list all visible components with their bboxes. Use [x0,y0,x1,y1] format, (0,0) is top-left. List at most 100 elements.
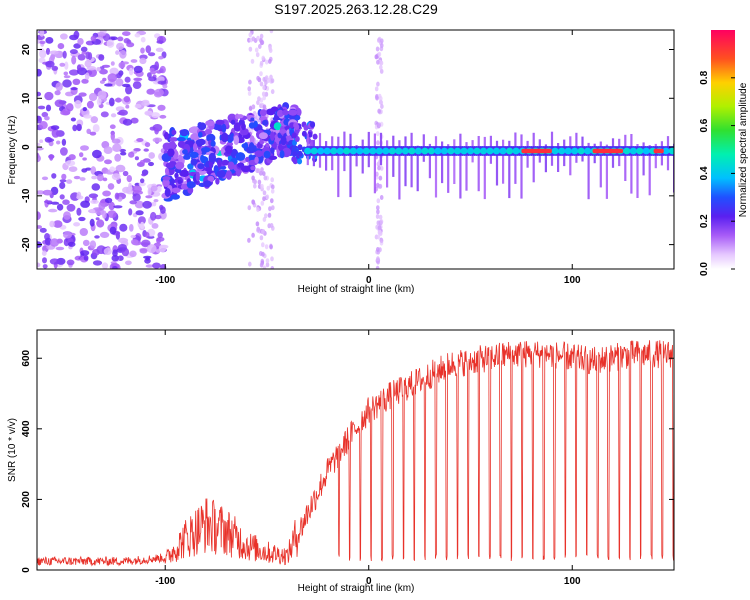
spectrogram-noise-blob [377,225,382,231]
spectrogram-noise-blob [377,165,381,171]
spectrogram-noise-blob [109,166,116,173]
spectrogram-tone-blob [382,147,390,155]
spectrogram-signal-blob [258,132,268,140]
spectrogram-noise-blob [130,234,136,239]
spectrogram-noise-blob [138,181,146,187]
spectrogram-signal-blob [227,161,235,170]
spectrogram-noise-blob [257,179,262,185]
spectrogram-noise-blob [134,103,142,109]
spectrogram-signal-blob [288,115,296,120]
spectrogram-noise-blob [77,38,84,45]
spectrogram-noise-blob [82,107,88,112]
spectrogram-noise-blob [377,229,382,235]
spectrogram-signal-blob [312,133,318,140]
spectrogram-streak [599,141,602,188]
spectrogram-noise-blob [260,183,264,189]
spectrogram-tone-blob [551,147,559,155]
spectrogram-noise-blob [140,178,145,184]
spectrogram-noise-blob [96,98,102,106]
spectrogram-noise-blob [108,201,115,211]
spectrogram-streak [453,139,456,184]
spectrogram-noise-blob [270,266,275,269]
spectrogram-noise-blob [378,99,383,105]
spectrogram-noise-blob [60,110,71,116]
spectrogram-tone-blob [375,147,383,155]
spectrogram-noise-blob [152,137,163,143]
spectrogram-noise-blob [136,138,144,142]
spectrogram-noise-blob [73,43,81,49]
spectrogram-noise-blob [59,181,66,190]
spectrogram-signal-blob [249,135,255,144]
spectrogram-noise-blob [146,244,157,254]
spectrogram-noise-blob [41,176,49,181]
spectrogram-noise-blob [270,78,275,84]
spectrogram-noise-blob [111,255,120,262]
spectrogram-signal-blob [297,150,303,157]
spectrogram-noise-blob [139,57,147,65]
spectrogram-signal-blob [294,124,300,130]
spectrogram-tone-blob [571,147,579,155]
spectrogram-noise-blob [133,77,143,82]
snr-series-line [37,340,674,567]
spectrogram-tone-blob [427,147,435,155]
spectrogram-noise-blob [150,211,157,221]
spectrogram-noise-blob [43,200,53,204]
spectrogram-streak [587,142,590,200]
spectrogram-noise-blob [123,96,131,103]
spectrogram-noise-blob [109,97,115,107]
spectrogram-noise-blob [150,185,158,192]
spectrogram-noise-blob [64,61,69,70]
spectrogram-noise-blob [86,100,94,109]
spectrogram-noise-blob [102,177,108,182]
spectrogram-noise-blob [254,47,259,53]
spectrogram-noise-blob [114,97,123,103]
spectrogram-noise-blob [37,154,41,163]
spectrogram-noise-blob [122,31,131,36]
spectrogram-signal-blob [175,161,185,170]
spectrogram-noise-blob [376,247,380,252]
spectrogram-noise-blob [151,112,161,119]
spectrogram-noise-blob [156,40,164,44]
spectrogram-signal-blob [254,156,259,164]
spectrogram-noise-blob [375,95,379,101]
spectrogram-noise-blob [132,185,143,193]
spectrogram-noise-blob [79,228,89,236]
spectrogram-noise-blob [141,239,151,248]
spectrogram-signal-blob [279,129,287,134]
colorbar-tick-label: 0.8 [699,70,710,84]
spectrogram-tone-blob [668,147,674,155]
y-tick-label: 400 [21,420,32,437]
spectrogram-noise-blob [73,30,80,39]
spectrogram-signal-blob [297,144,303,151]
spectrogram-noise-blob [79,152,84,158]
spectrogram-noise-blob [70,117,76,122]
spectrogram-noise-blob [377,51,382,57]
spectrogram-signal-blob [285,134,292,142]
spectrogram-noise-blob [129,200,137,205]
colorbar-axes: 0.0 0.2 0.4 0.6 0.8 [699,70,735,276]
spectrogram-signal-blob [280,135,287,146]
spectrogram-noise-blob [259,33,264,39]
spectrogram-noise-blob [247,91,252,96]
spectrogram-noise-blob [264,213,268,219]
spectrogram-signal-blob [195,171,200,182]
spectrogram-noise-blob [377,122,382,128]
spectrogram-noise-blob [102,210,107,219]
spectrogram-signal-blob [221,123,227,133]
spectrogram-noise-blob [50,201,60,205]
spectrogram-noise-blob [256,227,260,233]
spectrogram-noise-blob [81,51,87,55]
spectrogram-noise-blob [158,244,167,253]
spectrogram-noise-blob [152,262,161,269]
spectrogram-noise-blob [78,92,87,97]
spectrogram-noise-blob [261,229,265,235]
spectrogram-noise-blob [376,59,380,65]
spectrogram-peak [521,148,552,154]
spectrogram-noise-blob [376,198,381,204]
spectrogram-noise-blob [129,224,134,232]
spectrogram-noise-blob [117,244,127,251]
spectrogram-noise-blob [42,264,48,269]
spectrogram-noise-blob [103,146,113,154]
spectrogram-noise-blob [41,250,47,256]
spectrogram-frame [36,29,675,270]
